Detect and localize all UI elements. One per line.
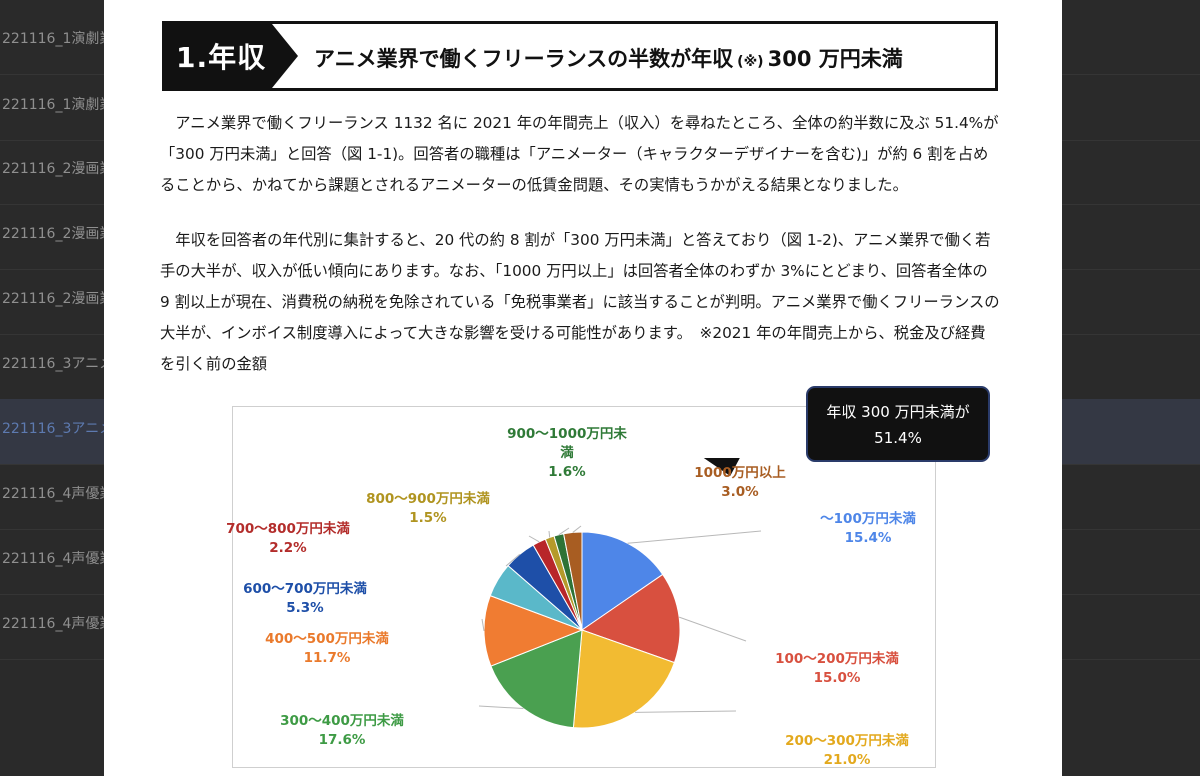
file-list-item-label: 221116_1演劇業 xyxy=(2,97,104,113)
pie-label-name: 1000万円以上 xyxy=(694,465,786,481)
pie-label-name: 100～200万円未満 xyxy=(775,651,899,667)
pie-label: 800～900万円未満 1.5% xyxy=(348,490,508,528)
right-panel-row xyxy=(1062,529,1200,595)
right-panel-row xyxy=(1062,269,1200,335)
file-list-item[interactable]: 221116_4声優業 xyxy=(0,529,104,595)
callout-line-1: 年収 300 万円未満が xyxy=(826,403,970,421)
pie-label-value: 1.5% xyxy=(409,510,447,526)
pie-label: 1000万円以上 3.0% xyxy=(660,464,820,502)
right-panel-row xyxy=(1062,75,1200,141)
file-list-item-label: 221116_2漫画業 xyxy=(2,291,104,307)
right-panel-row xyxy=(1062,204,1200,270)
file-list-item[interactable]: 221116_1演劇業 xyxy=(0,9,104,75)
pie-label: 400～500万円未満 11.7% xyxy=(247,630,407,668)
pie-label-value: 15.4% xyxy=(844,530,892,546)
right-panel-row xyxy=(1062,594,1200,660)
pie-label-value: 1.6% xyxy=(548,464,586,480)
pie-chart-frame xyxy=(232,406,936,768)
pie-label: 100～200万円未満 15.0% xyxy=(757,650,917,688)
pie-label: 700～800万円未満 2.2% xyxy=(208,520,368,558)
pie-label: 600～700万円未満 5.3% xyxy=(225,580,385,618)
pie-label: 900～1000万円未満 1.6% xyxy=(487,425,647,482)
file-list-item[interactable]: 221116_4声優業 xyxy=(0,464,104,530)
pie-leader-line xyxy=(627,530,762,544)
file-list-item-label: 221116_4声優業 xyxy=(2,616,104,632)
pie-label-name: 200～300万円未満 xyxy=(785,733,909,749)
right-panel-row xyxy=(1062,9,1200,75)
pie-label-name-wrap: 満 xyxy=(560,445,574,461)
right-panel-row xyxy=(1062,399,1200,465)
pie-label-name: ～100万円未満 xyxy=(820,511,916,527)
file-list-item[interactable]: 221116_2漫画業 xyxy=(0,204,104,270)
file-list-item[interactable]: 221116_2漫画業 xyxy=(0,269,104,335)
pie-label-name: 900～1000万円未 xyxy=(507,426,627,442)
pie-leader-line xyxy=(478,705,524,710)
file-list-item[interactable]: 221116_3アニメ xyxy=(0,334,104,400)
file-list-item[interactable]: 221116_1演劇業 xyxy=(0,75,104,141)
pie-label: 200～300万円未満 21.0% xyxy=(767,732,927,770)
section-number: 1.年収 xyxy=(176,41,267,74)
pie-label-value: 15.0% xyxy=(813,670,861,686)
right-panel-row xyxy=(1062,464,1200,530)
pie-label: 300～400万円未満 17.6% xyxy=(262,712,422,750)
section-header: 1.年収 アニメ業界で働くフリーランスの半数が年収 (※) 300 万円未満 xyxy=(162,21,998,91)
pie-label-value: 2.2% xyxy=(269,540,307,556)
pie-label-name: 700～800万円未満 xyxy=(226,521,350,537)
right-panel-row xyxy=(1062,334,1200,400)
pie-leader-line xyxy=(678,616,747,642)
pie-label-value: 5.3% xyxy=(286,600,324,616)
pie-slice xyxy=(581,531,664,631)
file-list-item-label: 221116_2漫画業 xyxy=(2,226,104,242)
pie-leader-line xyxy=(558,527,570,536)
file-list-item-label: 221116_4声優業 xyxy=(2,486,104,502)
pie-leader-line xyxy=(572,525,582,533)
file-list-item-label: 221116_1演劇業 xyxy=(2,31,104,47)
callout-bubble: 年収 300 万円未満が 51.4% xyxy=(806,386,990,462)
section-title-end: 300 万円未満 xyxy=(767,47,903,71)
pie-label-name: 300～400万円未満 xyxy=(280,713,404,729)
pie-leader-line xyxy=(635,710,737,713)
file-list-item-label: 221116_3アニメ xyxy=(2,356,104,372)
pie-leader-line xyxy=(505,553,521,567)
callout-line-2: 51.4% xyxy=(874,429,922,447)
file-list-item[interactable]: 221116_4声優業 xyxy=(0,594,104,660)
file-list-item[interactable]: 221116_3アニメ xyxy=(0,399,104,465)
file-list-item-label: 221116_3アニメ xyxy=(2,421,104,437)
pie-label-name: 800～900万円未満 xyxy=(366,491,490,507)
pie-label-name: 600～700万円未満 xyxy=(243,581,367,597)
section-arrow xyxy=(272,24,298,88)
body-paragraph-1: アニメ業界で働くフリーランス 1132 名に 2021 年の年間売上（収入）を尋… xyxy=(160,114,999,194)
file-list-item-label: 221116_4声優業 xyxy=(2,551,104,567)
right-panel-row xyxy=(1062,139,1200,205)
section-title-main: アニメ業界で働くフリーランスの半数が年収 xyxy=(314,47,734,71)
pie-slice xyxy=(580,573,681,664)
section-number-block: 1.年収 xyxy=(162,24,272,88)
pie-label-value: 21.0% xyxy=(823,752,871,768)
section-title-note: (※) xyxy=(737,54,764,70)
pie-chart xyxy=(478,525,762,729)
pie-label-value: 17.6% xyxy=(318,732,366,748)
pie-label-value: 3.0% xyxy=(721,484,759,500)
section-title: アニメ業界で働くフリーランスの半数が年収 (※) 300 万円未満 xyxy=(314,43,903,73)
right-panel xyxy=(1062,0,1200,776)
file-list-item[interactable]: 221116_2漫画業 xyxy=(0,139,104,205)
pie-leader-line xyxy=(528,535,540,543)
pie-leader-line xyxy=(548,530,551,538)
pie-label-value: 11.7% xyxy=(303,650,351,666)
file-list: 221116_1演劇業 221116_1演劇業 221116_2漫画業 221116_… xyxy=(0,0,104,776)
body-paragraph-2: 年収を回答者の年代別に集計すると、20 代の約 8 割が「300 万円未満」と答… xyxy=(160,231,1000,373)
pie-slice xyxy=(483,595,584,667)
pie-leader-line xyxy=(481,618,485,632)
file-list-item-label: 221116_2漫画業 xyxy=(2,161,104,177)
pie-slice xyxy=(490,629,583,729)
pie-label-name: 400～500万円未満 xyxy=(265,631,389,647)
pie-label: ～100万円未満 15.4% xyxy=(788,510,948,548)
